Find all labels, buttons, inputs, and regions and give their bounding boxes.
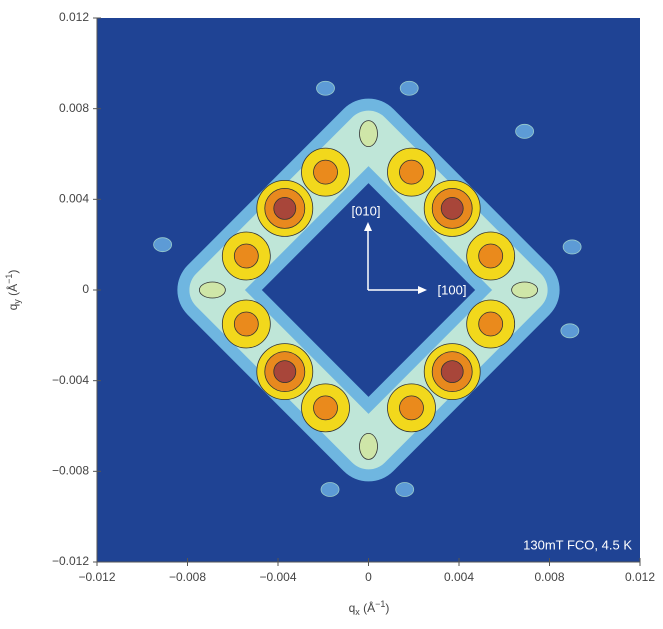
y-tick-label: 0.004 [59, 192, 89, 206]
x-tick-label: 0.008 [534, 570, 564, 584]
satellite [317, 81, 335, 95]
satellite [321, 482, 339, 496]
y-tick-label: −0.004 [52, 373, 89, 387]
ring-vertex [512, 282, 538, 298]
annotation: 130mT FCO, 4.5 K [523, 537, 632, 552]
x-tick-label: −0.008 [169, 570, 206, 584]
satellite [400, 81, 418, 95]
label-part: −1 [375, 599, 385, 609]
peak [441, 361, 463, 383]
ring-vertex [360, 433, 378, 459]
y-tick-label: 0 [82, 282, 89, 296]
x-tick-label: −0.004 [259, 570, 296, 584]
label-part: ) [385, 601, 389, 615]
peak [441, 197, 463, 219]
label-part: ) [6, 270, 20, 274]
peak [479, 244, 503, 268]
label-part: −1 [4, 274, 14, 284]
satellite [563, 240, 581, 254]
peak [234, 244, 258, 268]
x-tick-label: 0.012 [625, 570, 655, 584]
x-axis-label: qx (Å−1) [349, 599, 390, 617]
y-tick-label: −0.012 [52, 554, 89, 568]
satellite [154, 238, 172, 252]
satellite [561, 324, 579, 338]
annotation: [100] [438, 282, 467, 297]
y-tick-label: −0.008 [52, 464, 89, 478]
peak [274, 197, 296, 219]
peak [234, 312, 258, 336]
peak [399, 396, 423, 420]
annotation: [010] [352, 203, 381, 218]
x-tick-label: 0 [365, 570, 372, 584]
y-tick-label: 0.012 [59, 10, 89, 24]
label-part: q [6, 304, 20, 311]
label-part: q [349, 601, 356, 615]
ring-vertex [199, 282, 225, 298]
x-tick-label: 0.004 [444, 570, 474, 584]
x-tick-label: −0.012 [78, 570, 115, 584]
ring-vertex [360, 121, 378, 147]
y-tick-label: 0.008 [59, 101, 89, 115]
label-part: (Å [5, 284, 20, 299]
y-axis-label: qy (Å−1) [4, 270, 22, 311]
peak [399, 160, 423, 184]
satellite [516, 124, 534, 138]
peak [479, 312, 503, 336]
chart: [010] [100] 130mT FCO, 4.5 K qx (Å−1) qy… [0, 0, 663, 624]
peak [314, 160, 338, 184]
satellite [396, 482, 414, 496]
peak [314, 396, 338, 420]
label-part: (Å [360, 600, 375, 615]
peak [274, 361, 296, 383]
